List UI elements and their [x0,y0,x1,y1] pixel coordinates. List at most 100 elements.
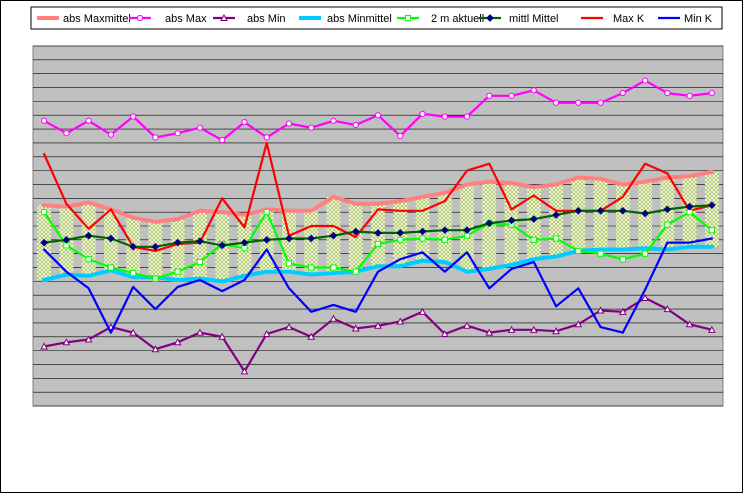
data-point-marker [596,206,605,215]
series-min-k [42,237,714,334]
data-point-marker [351,227,360,236]
data-point-marker [440,226,449,235]
data-point-marker [552,327,560,335]
data-point-marker [486,92,493,99]
data-point-marker [441,236,448,243]
data-point-marker [40,342,48,350]
data-point-marker [575,247,582,255]
data-point-marker [396,317,405,325]
data-point-marker [196,258,204,266]
data-point-marker [63,130,70,137]
data-point-marker [307,234,316,243]
data-point-marker [485,328,494,336]
data-point-marker [196,124,204,131]
data-point-marker [485,219,494,228]
data-point-marker [663,205,672,214]
data-point-marker [685,202,694,211]
series-line [42,237,714,334]
data-point-marker [84,335,93,343]
data-point-marker [530,87,537,94]
data-point-marker [107,131,115,138]
data-point-marker [618,307,627,315]
data-point-marker [262,235,271,244]
data-point-marker [619,89,626,97]
data-point-marker [285,260,293,267]
data-point-marker [329,314,338,322]
data-point-marker [40,238,49,247]
data-point-marker [352,121,359,129]
data-point-marker [307,332,316,340]
legend-label: abs Minmittel [327,13,392,25]
data-point-marker [374,321,382,329]
legend-box [30,6,723,30]
data-point-marker [85,117,92,124]
data-point-marker [419,235,426,242]
data-point-marker [352,268,359,275]
data-point-marker [686,92,693,99]
data-point-marker [152,275,159,282]
legend-item: abs Maxmittel [37,13,131,25]
data-point-marker [508,92,515,99]
data-point-marker [597,99,604,106]
data-point-marker [174,130,181,137]
data-point-marker [664,221,671,228]
series-line [42,170,714,224]
legend-label: abs Max [165,13,207,25]
data-point-marker [374,240,382,248]
legend-item: Min K [658,13,713,25]
data-point-marker [641,77,649,84]
data-point-marker [308,124,315,131]
data-point-marker [596,306,605,314]
data-point-marker [262,329,271,337]
data-point-marker [151,242,160,251]
data-point-marker [263,134,270,141]
data-point-marker [619,256,626,263]
data-point-marker [463,113,471,120]
data-point-marker [285,323,293,331]
data-point-marker [106,234,115,243]
data-point-marker [152,134,159,141]
data-point-marker [529,215,538,224]
data-point-marker [575,99,582,106]
data-point-marker [129,328,138,336]
data-point-marker [220,13,228,21]
data-point-marker [618,206,627,215]
data-point-marker [397,132,404,140]
data-point-marker [664,89,671,97]
data-point-marker [404,14,412,22]
data-point-marker [597,250,604,257]
data-point-marker [708,325,716,333]
data-point-marker [136,14,144,22]
legend-label: Max K [613,13,645,25]
data-point-marker [707,201,716,210]
data-point-marker [218,241,227,250]
data-point-marker [85,256,92,263]
data-point-marker [285,234,293,243]
data-point-marker [329,231,338,240]
data-point-marker [374,112,382,119]
legend-item: abs Minmittel [299,13,392,25]
data-point-marker [552,99,560,106]
data-point-marker [196,328,204,336]
data-point-marker [641,209,650,218]
data-point-marker [62,235,71,244]
legend-label: mittl Mittel [509,13,559,25]
range-band [549,184,563,257]
data-point-marker [195,237,204,246]
data-point-marker [574,206,583,215]
data-point-marker [419,110,426,117]
data-point-marker [440,329,449,337]
data-point-marker [351,324,360,332]
data-point-marker [708,227,715,234]
series-abs-maxmittel [42,170,714,224]
series-layer [40,77,716,375]
range-band [660,177,675,250]
data-point-marker [151,345,160,353]
legend-label: abs Min [247,13,286,25]
legend-label: abs Maxmittel [63,13,131,25]
data-point-marker [552,210,561,219]
data-point-marker [641,250,649,257]
data-point-marker [463,321,471,329]
